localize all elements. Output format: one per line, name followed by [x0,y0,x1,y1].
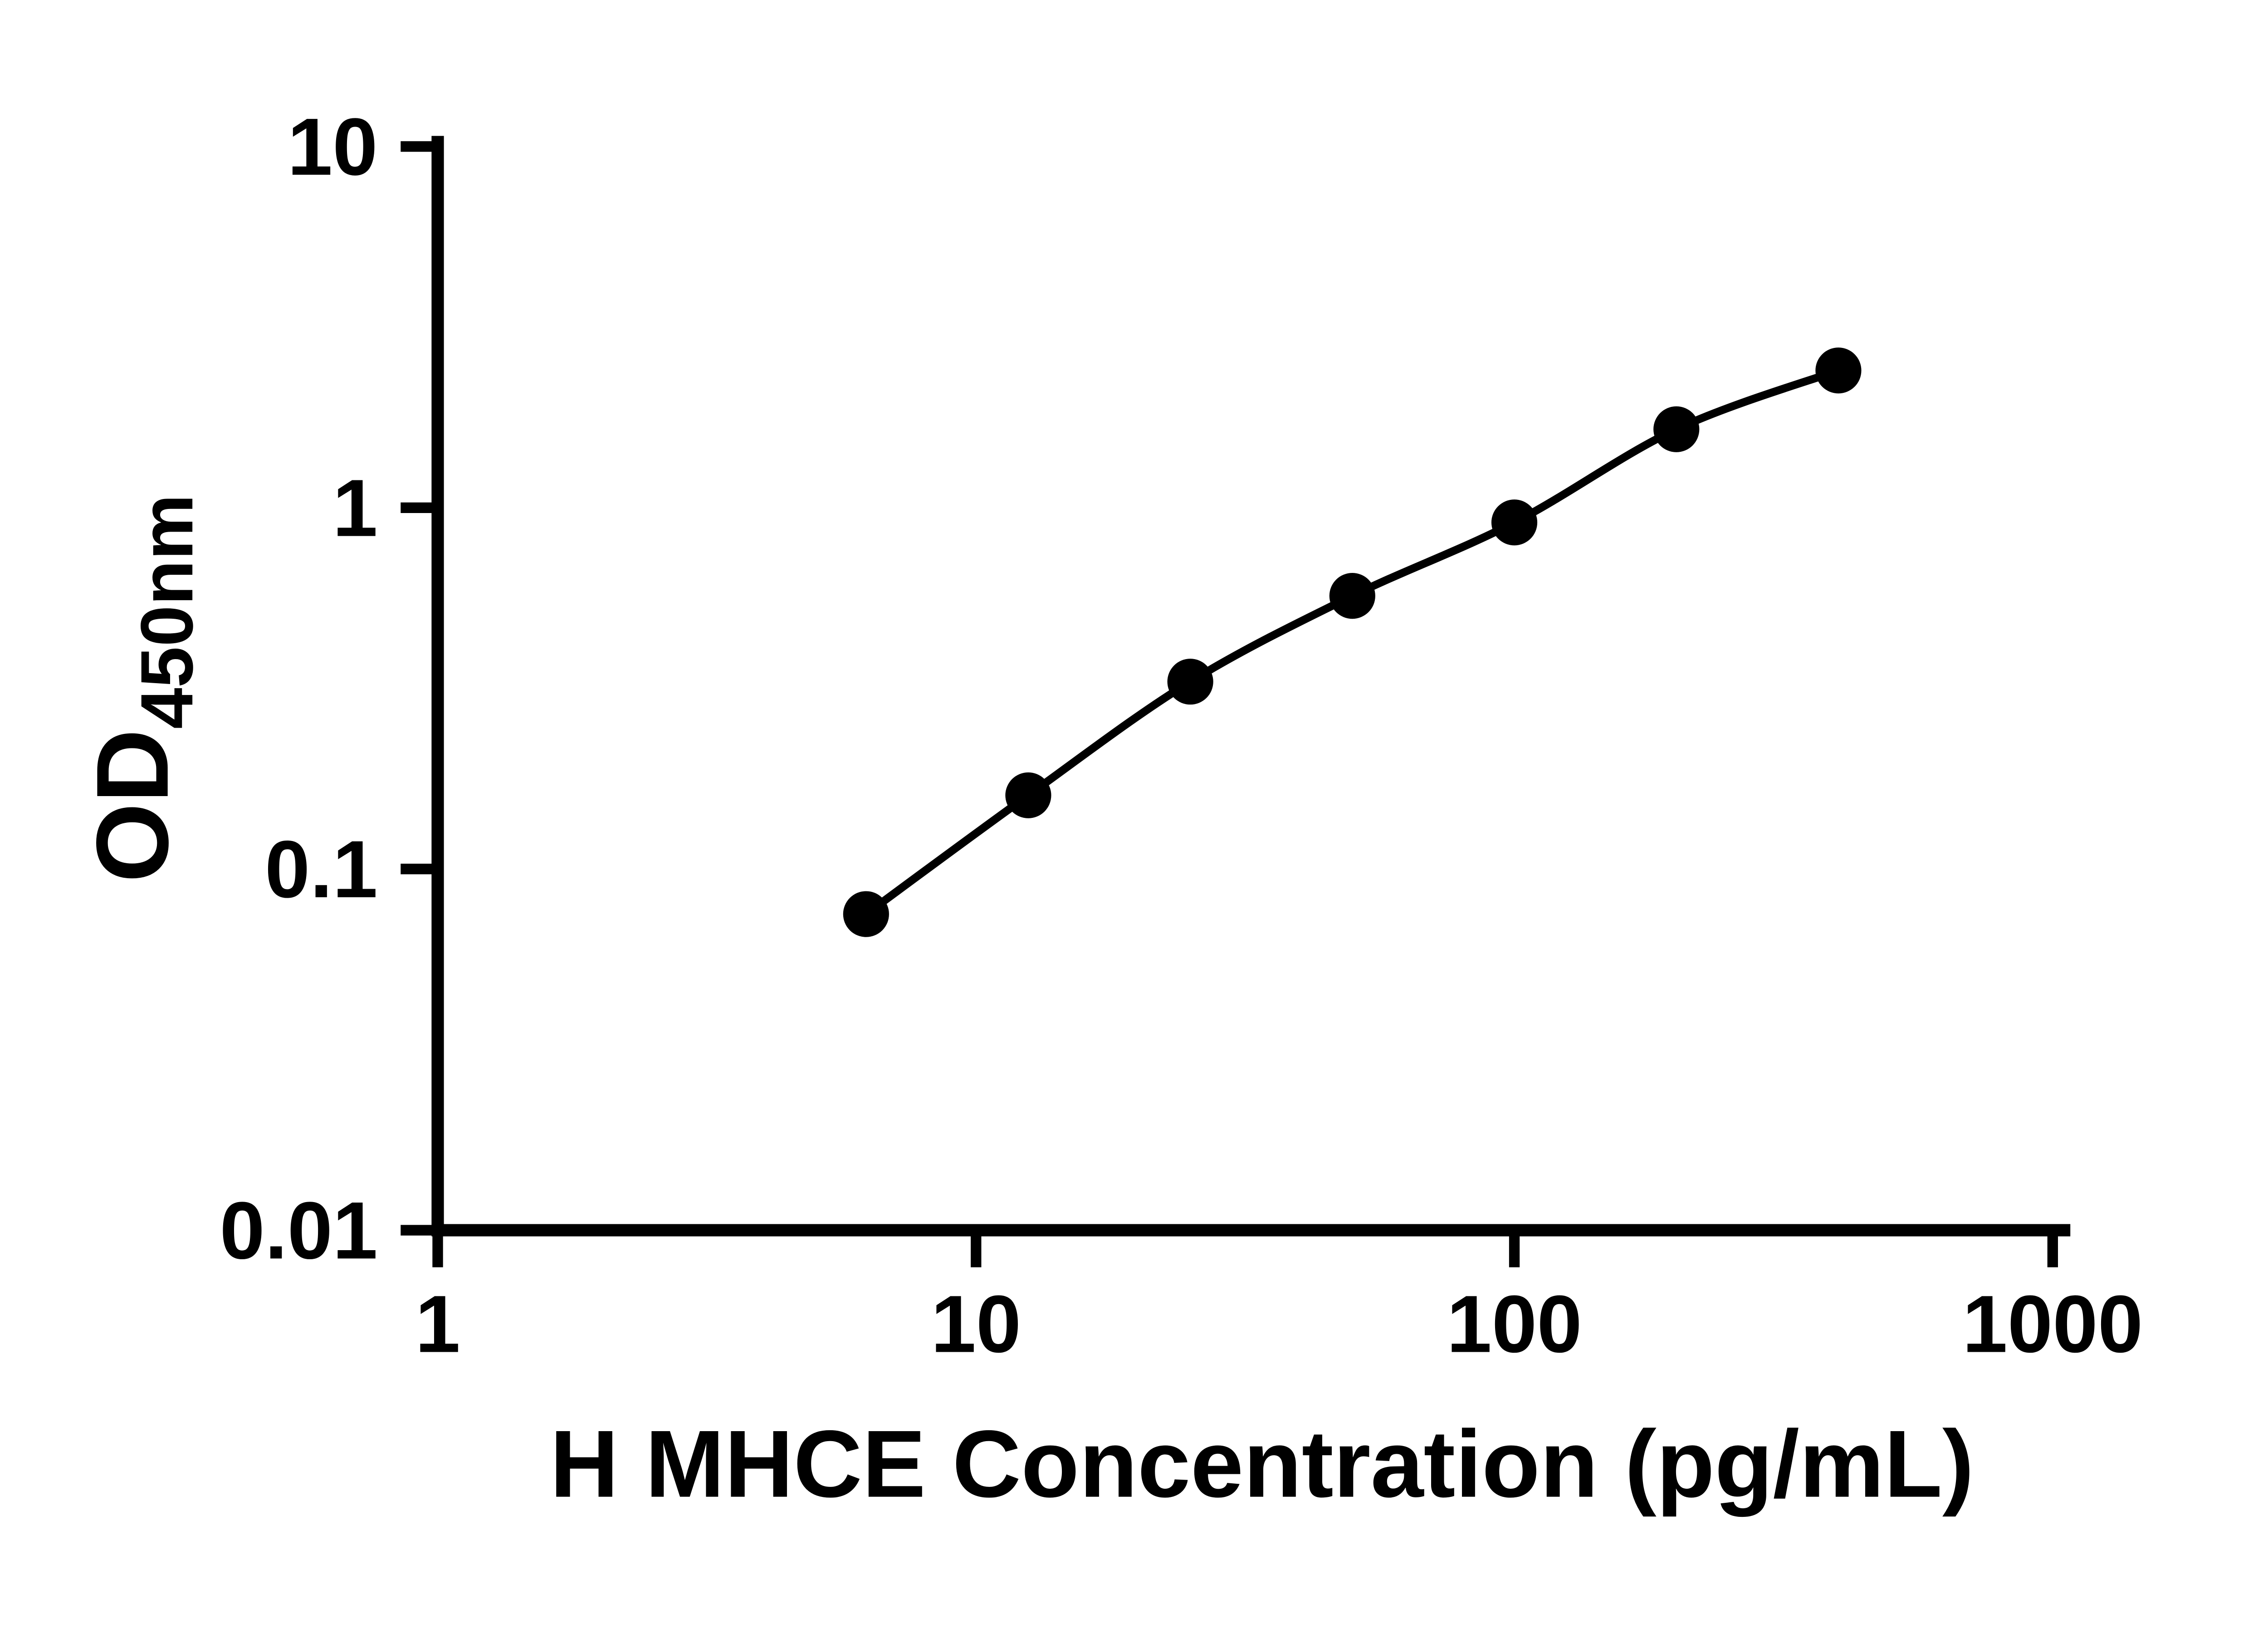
y-tick-label: 10 [288,101,378,192]
data-point [1653,406,1700,452]
y-axis-title-main: OD [75,729,190,883]
x-ticks-group: 1 10 100 1000 [415,1230,2143,1369]
axes-group [431,136,2071,1237]
x-tick-label: 100 [1447,1279,1582,1369]
y-tick-label: 0.1 [265,824,378,914]
x-tick-label: 1 [415,1279,460,1369]
series-group [843,347,1862,937]
x-tick-label: 1000 [1962,1279,2143,1369]
standard-curve-figure: 1 10 100 1000 0.01 0.1 1 10 H MHCE Concentrati… [75,101,2143,1517]
x-tick-label: 10 [931,1279,1021,1369]
y-axis-title: OD450nm [75,494,208,882]
y-tick-label: 1 [332,463,378,553]
data-point [1329,573,1375,619]
data-point [1005,772,1051,818]
axis-frame [431,136,2071,1237]
y-axis-title-subscript: 450nm [125,494,208,729]
y-tick-label: 0.01 [220,1185,377,1276]
data-point [843,891,889,937]
data-point [1167,659,1213,705]
trend-line [862,366,1843,918]
x-axis-title: H MHCE Concentration (pg/mL) [550,1411,1974,1517]
data-point [1491,499,1538,546]
data-point [1815,347,1862,394]
chart-svg: 1 10 100 1000 0.01 0.1 1 10 H MHCE Concentrati… [75,101,2143,1517]
y-ticks-group: 0.01 0.1 1 10 [220,101,438,1276]
